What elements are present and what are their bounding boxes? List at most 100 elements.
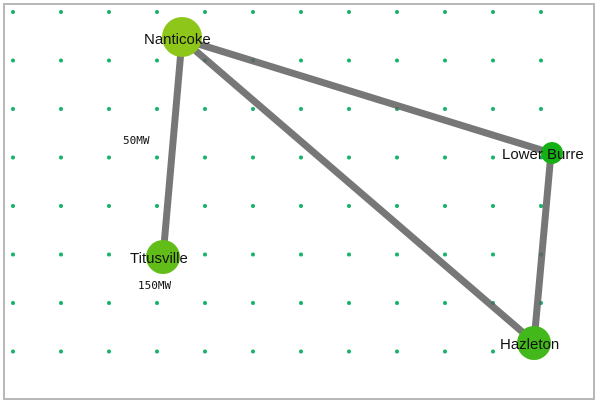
grid-dot: [299, 58, 303, 63]
grid-dot: [59, 204, 63, 208]
grid-dot: [107, 107, 111, 111]
node-sub-titusville: 150MW: [138, 279, 171, 292]
grid-dot: [347, 349, 351, 354]
edge-layer: [159, 35, 555, 346]
grid-dot: [443, 10, 447, 14]
grid-dot: [155, 10, 159, 14]
grid-dot: [395, 349, 399, 354]
grid-dot: [491, 107, 495, 111]
grid-dot: [155, 107, 159, 111]
grid-dot: [395, 252, 399, 257]
node-label-hazleton: Hazleton: [500, 336, 559, 353]
grid-dot: [443, 349, 447, 354]
grid-dot: [347, 204, 351, 208]
grid-dot: [443, 155, 447, 160]
grid-dot: [347, 155, 351, 160]
node-lower-burre[interactable]: [541, 142, 563, 164]
grid-dot: [203, 10, 207, 14]
grid-dot: [11, 107, 15, 111]
grid-dot: [59, 301, 63, 305]
grid-dot: [107, 301, 111, 305]
grid-dot: [155, 349, 159, 354]
grid-dot: [203, 349, 207, 354]
network-diagram: 50MW Nanticoke Lower Burre Titusville 15…: [11, 10, 584, 360]
grid-dot: [251, 301, 255, 305]
edge-nanticoke-hazleton[interactable]: [178, 35, 538, 346]
network-canvas[interactable]: 50MW Nanticoke Lower Burre Titusville 15…: [3, 3, 595, 400]
edge-nanticoke-titusville[interactable]: [159, 35, 186, 261]
grid-dot: [443, 58, 447, 63]
grid-dot: [395, 204, 399, 208]
grid-dot: [11, 252, 15, 257]
grid-dot: [155, 204, 159, 208]
grid-dot: [491, 155, 495, 160]
grid-dot: [299, 204, 303, 208]
grid-dot: [443, 252, 447, 257]
grid-dot: [155, 155, 159, 160]
node-label-nanticoke: Nanticoke: [144, 31, 211, 48]
grid-dot: [107, 252, 111, 257]
grid-dot: [11, 155, 15, 160]
grid-dot: [11, 301, 15, 305]
node-titusville[interactable]: [146, 240, 180, 274]
grid-dots: [11, 10, 543, 354]
grid-dot: [395, 301, 399, 305]
grid-dot: [299, 155, 303, 160]
grid-dot: [491, 349, 495, 354]
grid-dot: [203, 107, 207, 111]
grid-dot: [59, 155, 63, 160]
grid-dot: [251, 10, 255, 14]
node-hazleton[interactable]: [517, 326, 551, 360]
node-label-titusville: Titusville: [130, 250, 188, 267]
grid-dot: [59, 252, 63, 257]
grid-dot: [491, 204, 495, 208]
grid-dot: [299, 301, 303, 305]
grid-dot: [107, 155, 111, 160]
grid-dot: [347, 10, 351, 14]
grid-dot: [155, 58, 159, 63]
grid-dot: [251, 204, 255, 208]
edge-label-nanticoke-titusville: 50MW: [123, 134, 150, 147]
grid-dot: [299, 10, 303, 14]
grid-dot: [107, 204, 111, 208]
grid-dot: [491, 10, 495, 14]
grid-dot: [443, 107, 447, 111]
grid-dot: [395, 155, 399, 160]
grid-dot: [107, 349, 111, 354]
grid-dot: [59, 58, 63, 63]
grid-dot: [299, 107, 303, 111]
grid-dot: [203, 204, 207, 208]
grid-dot: [539, 107, 543, 111]
grid-dot: [11, 58, 15, 63]
grid-dot: [395, 58, 399, 63]
grid-dot: [251, 252, 255, 257]
grid-dot: [251, 349, 255, 354]
grid-dot: [11, 349, 15, 354]
grid-dot: [539, 204, 543, 208]
grid-dot: [539, 58, 543, 63]
grid-dot: [299, 349, 303, 354]
grid-dot: [491, 58, 495, 63]
grid-dot: [347, 301, 351, 305]
node-nanticoke[interactable]: [162, 17, 202, 57]
grid-dot: [347, 252, 351, 257]
grid-dot: [251, 155, 255, 160]
grid-dot: [203, 301, 207, 305]
grid-dot: [395, 10, 399, 14]
grid-dot: [107, 10, 111, 14]
grid-dot: [347, 107, 351, 111]
grid-dot: [203, 252, 207, 257]
grid-dot: [59, 10, 63, 14]
grid-dot: [443, 204, 447, 208]
grid-dot: [299, 252, 303, 257]
grid-dot: [443, 301, 447, 305]
node-label-lower-burre: Lower Burre: [502, 146, 584, 163]
grid-dot: [59, 349, 63, 354]
edge-lower-burre-hazleton[interactable]: [530, 149, 555, 346]
grid-dot: [59, 107, 63, 111]
edge-nanticoke-lower-burre[interactable]: [178, 35, 555, 157]
grid-dot: [11, 204, 15, 208]
grid-dot: [347, 58, 351, 63]
grid-dot: [107, 58, 111, 63]
grid-dot: [11, 10, 15, 14]
